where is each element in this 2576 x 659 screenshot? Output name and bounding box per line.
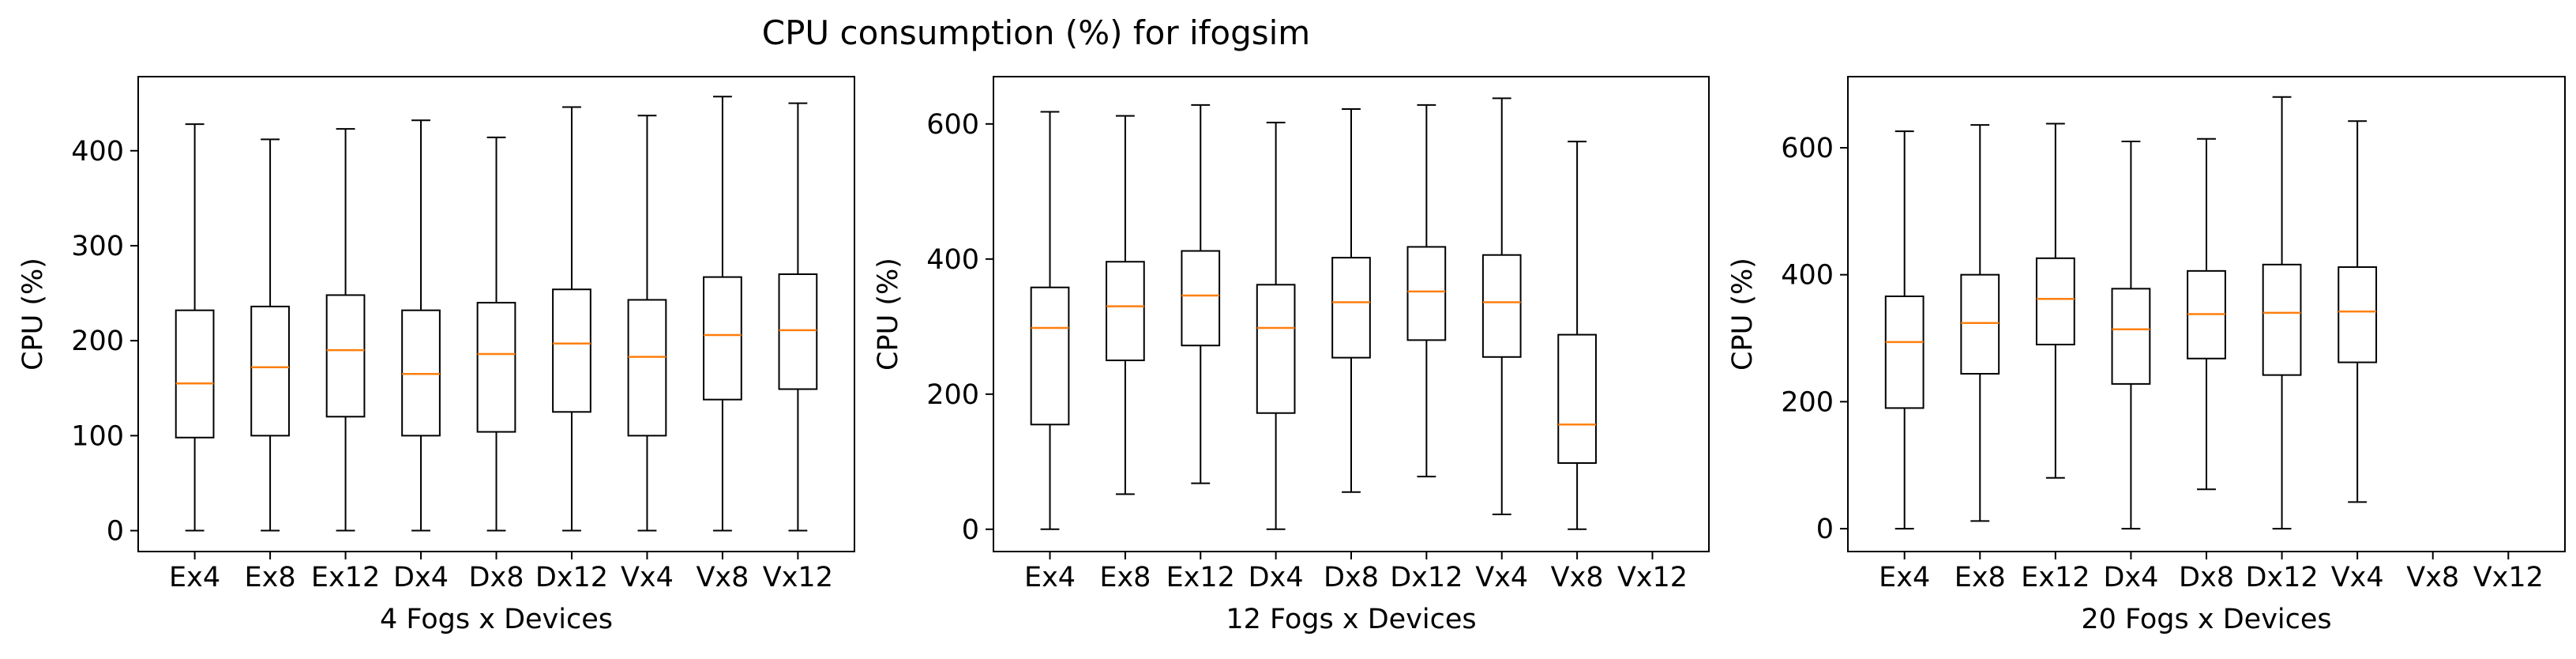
- x-tick-label-dx12: Dx12: [1390, 562, 1463, 593]
- box-ex8: [1960, 124, 2000, 522]
- box-ex12: [1181, 104, 1221, 484]
- iqr-box: [2262, 263, 2302, 376]
- iqr-box: [476, 302, 516, 433]
- panels: 0 100 200 300 400 Ex4 Ex8 Ex12 Dx4 Dx8 Dx12 Vx4 Vx8 V…: [17, 76, 2566, 635]
- subplot-1: 0 100 200 300 400 Ex4 Ex8 Ex12 Dx4 Dx8 Dx12 Vx4 Vx8 V…: [17, 76, 855, 635]
- x-tick-label-dx4: Dx4: [2103, 562, 2158, 593]
- x-axis-label: 4 Fogs x Devices: [380, 604, 613, 635]
- box-ex4: [175, 123, 215, 532]
- x-tick-label-ex4: Ex4: [1879, 562, 1930, 593]
- box-dx8: [476, 136, 516, 532]
- iqr-box: [1557, 333, 1597, 465]
- x-tick-label-dx12: Dx12: [2245, 562, 2318, 593]
- iqr-box: [2111, 288, 2151, 385]
- iqr-box: [2338, 266, 2378, 363]
- y-tick-label: 0: [107, 516, 124, 548]
- y-tick-label: 0: [962, 514, 979, 546]
- y-tick-label: 400: [926, 244, 979, 276]
- x-tick-label-dx8: Dx8: [1324, 562, 1379, 593]
- subplot-3: 0 200 400 600 Ex4 Ex8 Ex12 Dx4 Dx8 Dx12 Vx4 Vx8 Vx12…: [1727, 76, 2566, 635]
- box-ex8: [1106, 115, 1145, 495]
- x-tick-label-dx12: Dx12: [535, 562, 608, 593]
- y-tick-label: 600: [926, 109, 979, 141]
- subplot-2: 0 200 400 600 Ex4 Ex8 Ex12 Dx4 Dx8 Dx12 Vx4 Vx8 Vx12…: [873, 76, 1710, 635]
- box-vx4: [2338, 120, 2378, 503]
- y-axis-label: CPU (%): [1727, 258, 1759, 371]
- x-tick-label-ex8: Ex8: [1099, 562, 1151, 593]
- box-ex8: [250, 138, 290, 532]
- iqr-box: [703, 276, 742, 401]
- box-vx8: [703, 96, 742, 532]
- x-tick-label-dx4: Dx4: [393, 562, 449, 593]
- x-tick-label-ex4: Ex4: [1024, 562, 1076, 593]
- x-tick-label-dx8: Dx8: [2179, 562, 2234, 593]
- iqr-box: [325, 294, 366, 418]
- x-tick-label-vx12: Vx12: [763, 562, 833, 593]
- x-tick-label-vx4: Vx4: [2331, 562, 2384, 593]
- x-tick-label-vx12: Vx12: [2473, 562, 2544, 593]
- x-tick-label-ex4: Ex4: [169, 562, 220, 593]
- x-tick-label-ex12: Ex12: [2021, 562, 2090, 593]
- box-dx4: [1256, 122, 1296, 530]
- x-axis-label: 12 Fogs x Devices: [1226, 604, 1476, 635]
- iqr-box: [250, 305, 290, 437]
- y-tick-label: 200: [926, 379, 979, 411]
- box-dx8: [1331, 108, 1371, 493]
- box-dx12: [2262, 96, 2302, 530]
- iqr-box: [1331, 257, 1371, 359]
- x-tick-label-vx4: Vx4: [621, 562, 674, 593]
- iqr-box: [627, 299, 667, 437]
- box-dx12: [552, 106, 591, 532]
- y-tick-label: 400: [1781, 260, 1834, 292]
- iqr-box: [1030, 286, 1070, 426]
- x-axis-label: 20 Fogs x Devices: [2081, 604, 2331, 635]
- iqr-box: [1481, 254, 1522, 358]
- iqr-box: [552, 288, 591, 413]
- figure-title: CPU consumption (%) for ifogsim: [762, 13, 1310, 52]
- x-tick-label-vx8: Vx8: [2406, 562, 2459, 593]
- box-ex12: [325, 128, 366, 532]
- iqr-box: [1884, 296, 1924, 409]
- x-tick-label-vx4: Vx4: [1475, 562, 1528, 593]
- box-dx8: [2187, 137, 2226, 491]
- x-tick-label-ex8: Ex8: [1955, 562, 2006, 593]
- iqr-box: [2035, 257, 2075, 346]
- x-tick-label-vx8: Vx8: [1551, 562, 1604, 593]
- x-tick-label-vx8: Vx8: [696, 562, 749, 593]
- box-ex4: [1884, 130, 1924, 530]
- x-tick-label-dx8: Dx8: [469, 562, 524, 593]
- box-ex4: [1030, 111, 1070, 530]
- iqr-box: [1256, 284, 1296, 414]
- x-tick-label-dx4: Dx4: [1249, 562, 1304, 593]
- iqr-box: [175, 309, 215, 439]
- iqr-box: [1106, 261, 1145, 362]
- x-tick-label-vx12: Vx12: [1617, 562, 1688, 593]
- box-vx8: [1557, 141, 1597, 530]
- y-tick-label: 400: [71, 136, 124, 168]
- box-dx4: [2111, 140, 2151, 530]
- iqr-box: [1181, 250, 1221, 347]
- box-vx4: [1481, 97, 1522, 515]
- y-tick-label: 0: [1816, 514, 1834, 545]
- box-vx4: [627, 115, 667, 532]
- y-tick-label: 200: [71, 326, 124, 357]
- iqr-box: [1960, 273, 2000, 375]
- box-vx12: [778, 102, 818, 532]
- box-dx12: [1406, 104, 1447, 478]
- iqr-box: [778, 273, 818, 390]
- x-tick-label-ex8: Ex8: [245, 562, 296, 593]
- x-tick-label-ex12: Ex12: [311, 562, 380, 593]
- y-axis-label: CPU (%): [17, 258, 49, 371]
- y-tick-label: 300: [71, 231, 124, 262]
- y-axis-label: CPU (%): [873, 258, 904, 371]
- x-tick-label-ex12: Ex12: [1166, 562, 1235, 593]
- y-tick-label: 600: [1781, 133, 1834, 164]
- iqr-box: [1406, 246, 1447, 341]
- y-tick-label: 200: [1781, 386, 1834, 418]
- y-tick-label: 100: [71, 420, 124, 452]
- box-ex12: [2035, 122, 2075, 479]
- box-dx4: [401, 119, 441, 532]
